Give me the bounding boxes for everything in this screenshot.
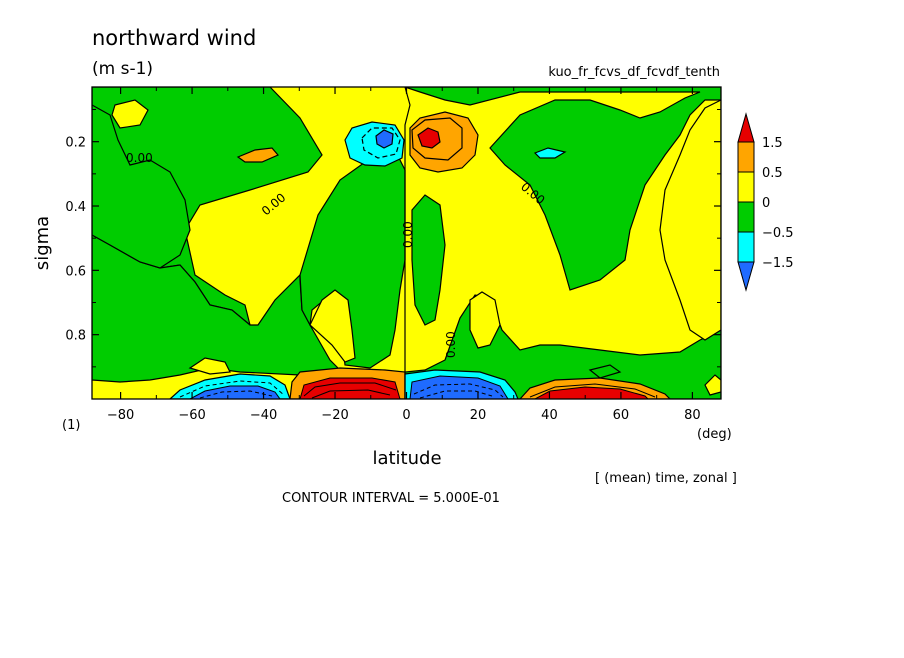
lon-unit: (deg)	[697, 427, 732, 442]
field-fill-yellow-island-5	[188, 357, 231, 375]
field-fill-green-sh-upper	[92, 104, 191, 269]
page-index: (1)	[62, 418, 80, 433]
contour-line	[419, 390, 493, 399]
y-axis-label: sigma	[32, 216, 53, 270]
x-tick-label: −20	[321, 408, 348, 423]
x-tick-label: −80	[107, 408, 134, 423]
contour-line-equator	[404, 87, 411, 399]
x-tick-label: 40	[541, 408, 558, 423]
y-tick-label: 0.6	[65, 264, 86, 279]
colorbar-swatch-0-to-0-5	[737, 171, 755, 203]
contour-line	[311, 389, 391, 399]
x-tick-label: −40	[250, 408, 277, 423]
x-tick-label: −60	[178, 408, 205, 423]
field-fill-green-nh	[404, 87, 721, 291]
field-fill-blue-surface-sh	[189, 385, 281, 399]
field-fill-yellow-island-2	[309, 289, 356, 363]
field-fill-green-eq	[411, 194, 446, 326]
x-tick-label: 20	[470, 408, 487, 423]
colorbar	[737, 112, 755, 292]
x-tick-label: 0	[402, 408, 410, 423]
field-fill-cyan-upper-nh	[533, 147, 567, 159]
contour-line	[303, 382, 397, 397]
chart-units: (m s-1)	[92, 59, 153, 79]
field-fill-red-upper	[417, 127, 441, 149]
contour-line	[199, 390, 273, 399]
plot-area	[92, 87, 721, 399]
x-tick-label: 80	[684, 408, 701, 423]
contour-line	[179, 380, 285, 398]
field-fill-green-nh-lower	[588, 364, 622, 379]
colorbar-swatch-0-5-to-1-5	[737, 141, 755, 173]
field-fill-yellow-island-6	[704, 374, 721, 396]
contour-label: 0.00	[401, 221, 415, 248]
y-axis: 0.2 0.4 0.6 0.8	[65, 109, 721, 368]
field-fill-yellow-island-4	[659, 99, 721, 341]
contour-line	[361, 127, 401, 159]
colorbar-label: −1.5	[762, 256, 794, 271]
y-tick-label: 0.2	[65, 136, 86, 151]
colorbar-label: −0.5	[762, 226, 794, 241]
x-axis-label: latitude	[372, 448, 441, 469]
contour-line	[413, 383, 504, 398]
averaging-note: [ (mean) time, zonal ]	[595, 471, 737, 486]
experiment-name: kuo_fr_fcvs_df_fcvdf_tenth	[548, 65, 720, 80]
y-tick-label: 0.8	[65, 329, 86, 344]
colorbar-swatch-lt-neg-1-5	[737, 261, 755, 292]
x-axis: −80 −60 −40 −20 0 20 40 60 80	[107, 87, 701, 423]
colorbar-swatch-gt-1-5	[737, 112, 755, 143]
contour-label: 0.00	[126, 151, 153, 165]
field-fill-blue-upper	[375, 129, 394, 149]
contour-line	[529, 383, 656, 398]
field-fill-yellow-island-1	[111, 99, 149, 129]
contour-line	[411, 117, 463, 161]
x-tick-label: 60	[613, 408, 630, 423]
field-fill-orange-upper-sh	[236, 147, 279, 163]
field-fill-red-surface-nh	[534, 386, 649, 399]
colorbar-swatch-neg-1-5-to-neg-0-5	[737, 231, 755, 263]
chart-title: northward wind	[92, 26, 256, 50]
colorbar-label: 0	[762, 196, 770, 211]
contour-label: 0.00	[444, 331, 458, 358]
colorbar-swatch-neg-0-5-to-0	[737, 201, 755, 233]
y-tick-label: 0.4	[65, 200, 86, 215]
colorbar-label: 0.5	[762, 166, 783, 181]
colorbar-label: 1.5	[762, 136, 783, 151]
field-fill-yellow-island-3	[469, 291, 501, 349]
contour-interval: CONTOUR INTERVAL = 5.000E-01	[282, 491, 500, 506]
